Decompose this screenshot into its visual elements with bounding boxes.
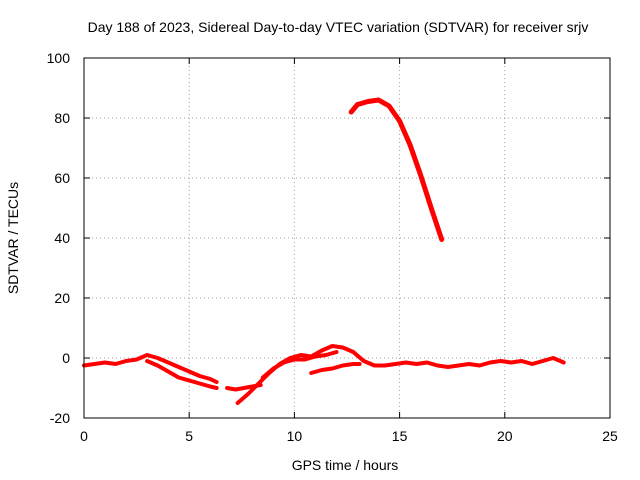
sdtvar-track-d bbox=[235, 344, 566, 405]
x-tick-label: 5 bbox=[185, 428, 193, 444]
x-tick-label: 15 bbox=[392, 428, 408, 444]
y-tick-label: 60 bbox=[54, 170, 70, 186]
sdtvar-track-e bbox=[260, 350, 339, 380]
y-tick-label: 40 bbox=[54, 230, 70, 246]
x-tick-label: 25 bbox=[602, 428, 618, 444]
sdtvar-track-a bbox=[82, 353, 219, 384]
x-tick-label: 10 bbox=[287, 428, 303, 444]
chart-title: Day 188 of 2023, Sidereal Day-to-day VTE… bbox=[88, 19, 589, 35]
tick-layer bbox=[83, 57, 611, 419]
y-tick-label: 100 bbox=[47, 50, 71, 66]
y-tick-label: -20 bbox=[50, 410, 70, 426]
sdtvar-track-f bbox=[309, 362, 362, 375]
y-tick-label: 0 bbox=[62, 350, 70, 366]
x-axis-label: GPS time / hours bbox=[292, 457, 399, 473]
y-axis-label: SDTVAR / TECUs bbox=[5, 182, 21, 294]
tick-label-layer: 0 5 10 15 20 25 -20 0 20 40 60 80 100 bbox=[47, 50, 618, 444]
y-tick-label: 20 bbox=[54, 290, 70, 306]
sdtvar-track-g bbox=[348, 97, 445, 242]
y-tick-label: 80 bbox=[54, 110, 70, 126]
series-layer bbox=[82, 97, 566, 405]
sdtvar-track-b bbox=[145, 359, 219, 390]
x-tick-label: 0 bbox=[80, 428, 88, 444]
x-tick-label: 20 bbox=[497, 428, 513, 444]
